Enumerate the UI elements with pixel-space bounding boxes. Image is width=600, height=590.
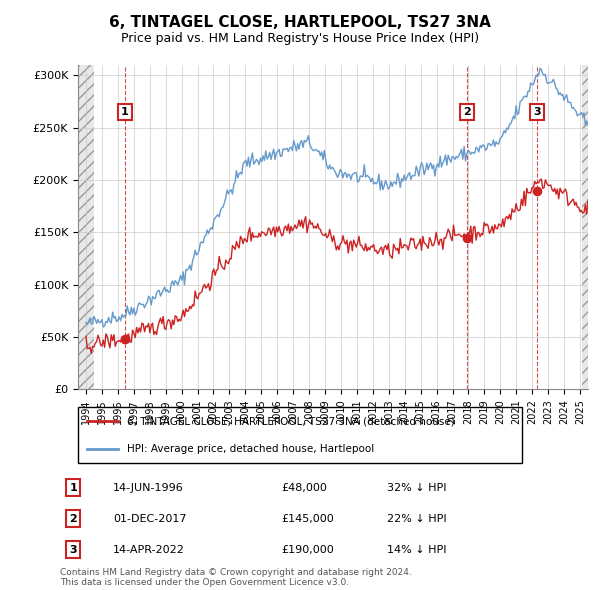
Bar [78,65,94,389]
Text: 6, TINTAGEL CLOSE, HARTLEPOOL, TS27 3NA (detached house): 6, TINTAGEL CLOSE, HARTLEPOOL, TS27 3NA … [127,416,455,426]
Text: Price paid vs. HM Land Registry's House Price Index (HPI): Price paid vs. HM Land Registry's House … [121,32,479,45]
Text: 22% ↓ HPI: 22% ↓ HPI [388,514,447,523]
Text: 01-DEC-2017: 01-DEC-2017 [113,514,187,523]
Text: 1: 1 [121,107,129,117]
Text: 2: 2 [463,107,471,117]
Text: Contains HM Land Registry data © Crown copyright and database right 2024.
This d: Contains HM Land Registry data © Crown c… [60,568,412,587]
Text: 3: 3 [533,107,541,117]
Point [532,186,541,195]
Text: 32% ↓ HPI: 32% ↓ HPI [388,483,447,493]
Point [463,233,472,242]
Point [120,335,130,344]
Text: £48,000: £48,000 [282,483,328,493]
Text: £145,000: £145,000 [282,514,335,523]
Text: HPI: Average price, detached house, Hartlepool: HPI: Average price, detached house, Hart… [127,444,374,454]
Text: 14-APR-2022: 14-APR-2022 [113,545,185,555]
Text: 14% ↓ HPI: 14% ↓ HPI [388,545,447,555]
Text: 2: 2 [70,514,77,523]
Text: £190,000: £190,000 [282,545,335,555]
Text: 3: 3 [70,545,77,555]
Text: 14-JUN-1996: 14-JUN-1996 [113,483,184,493]
Bar [581,65,588,389]
Text: 6, TINTAGEL CLOSE, HARTLEPOOL, TS27 3NA: 6, TINTAGEL CLOSE, HARTLEPOOL, TS27 3NA [109,15,491,30]
Text: 1: 1 [70,483,77,493]
